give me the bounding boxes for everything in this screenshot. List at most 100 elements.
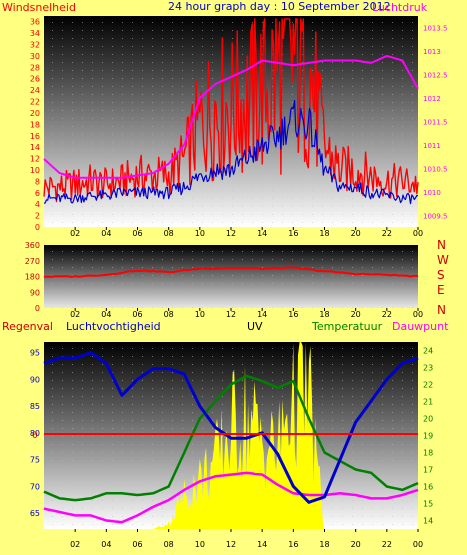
grid-dot: [82, 283, 83, 284]
grid-dot: [382, 468, 383, 469]
grid-dot: [352, 500, 353, 501]
grid-dot: [382, 291, 383, 292]
grid-dot: [342, 30, 343, 31]
grid-dot: [332, 54, 333, 55]
grid-dot: [82, 412, 83, 413]
grid-dot: [132, 251, 133, 252]
grid-dot: [82, 348, 83, 349]
grid-dot: [282, 118, 283, 119]
grid-dot: [402, 291, 403, 292]
grid-dot: [212, 70, 213, 71]
grid-dot: [342, 222, 343, 223]
grid-dot: [282, 182, 283, 183]
grid-dot: [322, 460, 323, 461]
grid-dot: [312, 299, 313, 300]
grid-dot: [212, 118, 213, 119]
grid-dot: [102, 436, 103, 437]
grid-dot: [332, 267, 333, 268]
grid-dot: [392, 516, 393, 517]
grid-dot: [62, 110, 63, 111]
grid-dot: [192, 102, 193, 103]
grid-dot: [382, 198, 383, 199]
grid-dot: [62, 126, 63, 127]
grid-dot: [62, 372, 63, 373]
grid-dot: [182, 388, 183, 389]
grid-dot: [402, 251, 403, 252]
grid-dot: [402, 492, 403, 493]
grid-dot: [82, 460, 83, 461]
grid-dot: [72, 46, 73, 47]
grid-dot: [202, 38, 203, 39]
grid-dot: [52, 86, 53, 87]
grid-dot: [352, 380, 353, 381]
grid-dot: [82, 54, 83, 55]
grid-dot: [382, 251, 383, 252]
grid-dot: [262, 307, 263, 308]
grid-dot: [242, 428, 243, 429]
grid-dot: [142, 102, 143, 103]
grid-dot: [362, 134, 363, 135]
grid-dot: [132, 198, 133, 199]
temperature-y-tick-label: 21: [423, 398, 433, 407]
grid-dot: [222, 182, 223, 183]
grid-dot: [122, 299, 123, 300]
grid-dot: [382, 118, 383, 119]
grid-dot: [252, 404, 253, 405]
grid-dot: [392, 182, 393, 183]
grid-dot: [72, 460, 73, 461]
grid-dot: [272, 110, 273, 111]
grid-dot: [172, 62, 173, 63]
grid-dot: [322, 134, 323, 135]
grid-dot: [362, 299, 363, 300]
grid-dot: [372, 70, 373, 71]
grid-dot: [232, 110, 233, 111]
grid-dot: [292, 22, 293, 23]
grid-dot: [282, 86, 283, 87]
grid-dot: [212, 428, 213, 429]
grid-dot: [52, 222, 53, 223]
x-tick-label: 22: [382, 540, 392, 549]
grid-dot: [352, 524, 353, 525]
grid-dot: [262, 420, 263, 421]
grid-dot: [322, 396, 323, 397]
wind-y-tick-label: 4: [35, 200, 40, 209]
grid-dot: [312, 118, 313, 119]
grid-dot: [152, 110, 153, 111]
grid-dot: [412, 348, 413, 349]
grid-dot: [412, 22, 413, 23]
grid-dot: [202, 158, 203, 159]
grid-dot: [282, 78, 283, 79]
grid-dot: [142, 166, 143, 167]
grid-dot: [392, 484, 393, 485]
grid-dot: [72, 54, 73, 55]
grid-dot: [112, 142, 113, 143]
grid-dot: [302, 251, 303, 252]
grid-dot: [362, 452, 363, 453]
grid-dot: [72, 524, 73, 525]
grid-dot: [342, 46, 343, 47]
temperature-y-tick-label: 19: [423, 432, 433, 441]
grid-dot: [382, 166, 383, 167]
x-tick-label: 12: [226, 310, 236, 319]
grid-dot: [372, 484, 373, 485]
pressure-y-tick-label: 1013: [423, 48, 441, 56]
grid-dot: [142, 484, 143, 485]
grid-dot: [92, 86, 93, 87]
grid-dot: [172, 452, 173, 453]
grid-dot: [322, 222, 323, 223]
grid-dot: [92, 110, 93, 111]
wind-y-tick-label: 26: [30, 75, 40, 84]
humidity-y-tick-label: 70: [30, 482, 40, 491]
grid-dot: [122, 380, 123, 381]
grid-dot: [352, 22, 353, 23]
grid-dot: [62, 436, 63, 437]
grid-dot: [142, 380, 143, 381]
grid-dot: [312, 396, 313, 397]
grid-dot: [352, 452, 353, 453]
grid-dot: [172, 436, 173, 437]
grid-dot: [172, 94, 173, 95]
grid-dot: [322, 110, 323, 111]
grid-dot: [152, 428, 153, 429]
grid-dot: [272, 372, 273, 373]
grid-dot: [332, 198, 333, 199]
